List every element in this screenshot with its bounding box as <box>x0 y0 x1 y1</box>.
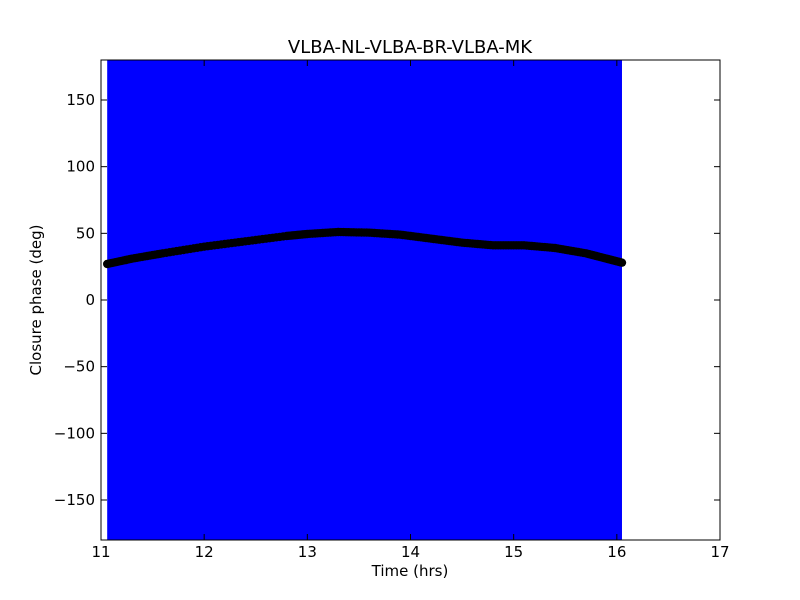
x-axis-label: Time (hrs) <box>371 562 449 580</box>
y-tick-label: −50 <box>63 358 95 376</box>
x-axis-ticks: 11 12 13 14 15 16 17 <box>91 60 730 561</box>
y-tick-label: 100 <box>66 158 95 176</box>
y-axis-label: Closure phase (deg) <box>27 225 45 376</box>
shaded-region <box>107 60 622 540</box>
shaded-region-layer <box>107 60 622 540</box>
data-point <box>617 258 627 267</box>
y-tick-label: 0 <box>85 291 95 309</box>
data-points-layer <box>102 227 627 269</box>
x-tick-label: 11 <box>91 543 110 561</box>
x-tick-label: 12 <box>195 543 214 561</box>
x-tick-label: 15 <box>504 543 523 561</box>
y-axis-ticks: −150 −100 −50 0 50 100 150 <box>54 91 720 509</box>
x-tick-label: 17 <box>710 543 729 561</box>
x-tick-label: 14 <box>401 543 420 561</box>
y-tick-label: −150 <box>54 491 95 509</box>
y-tick-label: 50 <box>76 224 95 242</box>
chart-title: VLBA-NL-VLBA-BR-VLBA-MK <box>288 37 533 58</box>
x-tick-label: 13 <box>298 543 317 561</box>
x-tick-label: 16 <box>607 543 626 561</box>
y-tick-label: 150 <box>66 91 95 109</box>
y-tick-label: −100 <box>54 424 95 442</box>
